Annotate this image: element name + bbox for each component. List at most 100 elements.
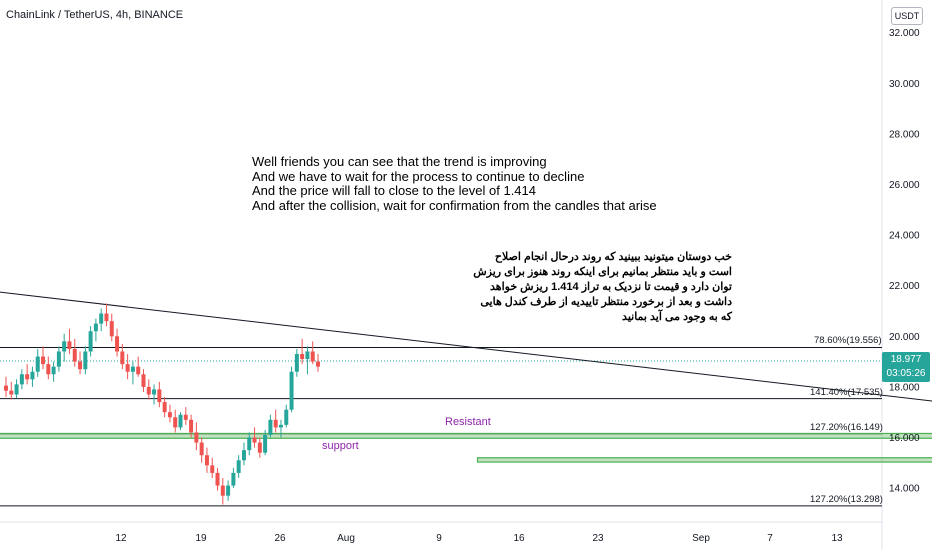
- candle-body: [99, 313, 104, 324]
- candles: [4, 303, 320, 505]
- candle: [236, 455, 241, 478]
- candle-body: [189, 419, 194, 433]
- candle: [62, 333, 67, 362]
- persian-annotation[interactable]: خب دوستان میتونید ببینید که روند درحال ا…: [473, 251, 732, 323]
- candle-body: [236, 460, 241, 473]
- candle-body: [162, 402, 167, 413]
- candle: [72, 338, 77, 367]
- time-tick-label: 7: [767, 533, 773, 544]
- candle: [199, 437, 204, 463]
- candle-body: [247, 437, 252, 451]
- candle-body: [183, 414, 188, 420]
- candle: [194, 422, 199, 451]
- candle-body: [62, 341, 67, 352]
- candle: [99, 308, 104, 332]
- candle-body: [289, 371, 294, 410]
- candle-body: [109, 321, 114, 337]
- support-zone: [476, 457, 932, 463]
- trendline[interactable]: [0, 286, 932, 435]
- candle: [316, 354, 320, 372]
- candle-body: [226, 485, 231, 496]
- candle: [136, 356, 141, 377]
- candle: [210, 457, 215, 478]
- candle-body: [19, 374, 24, 385]
- price-tick-label: 14.000: [889, 484, 920, 495]
- currency-badge[interactable]: USDT: [891, 7, 923, 25]
- candle: [51, 361, 56, 382]
- candle: [41, 346, 46, 370]
- candle: [152, 384, 157, 405]
- english-annotation[interactable]: Well friends you can see that the trend …: [252, 154, 657, 213]
- candle: [178, 412, 183, 430]
- time-tick-label: 13: [831, 533, 843, 544]
- support-label[interactable]: support: [322, 440, 359, 452]
- price-tick-label: 16.000: [889, 433, 920, 444]
- candle-body: [167, 412, 172, 418]
- candle: [115, 328, 120, 357]
- candle-body: [294, 354, 299, 372]
- candle: [204, 447, 209, 473]
- candle-body: [220, 485, 225, 496]
- candle-body: [263, 434, 268, 453]
- candle-body: [78, 361, 83, 370]
- time-tick-label: 9: [436, 533, 442, 544]
- candle: [167, 404, 172, 423]
- candle-body: [30, 371, 35, 380]
- resistant-label[interactable]: Resistant: [445, 416, 491, 428]
- candle-body: [310, 351, 315, 362]
- time-tick-label: 19: [195, 533, 207, 544]
- candle-body: [125, 364, 130, 372]
- candle: [19, 369, 24, 390]
- candle: [141, 369, 146, 392]
- candle: [183, 407, 188, 425]
- candle: [241, 442, 246, 466]
- candle: [67, 328, 72, 355]
- candle-body: [115, 336, 120, 352]
- fib-label: 78.60%(19.556): [814, 335, 882, 346]
- time-axis[interactable]: 12 19 26 Aug 9 16 23 Sep 7 13: [115, 533, 843, 544]
- price-tick-label: 32.000: [889, 28, 920, 39]
- resistant-zone: [0, 432, 932, 439]
- candle-body: [257, 442, 262, 453]
- candle: [146, 379, 151, 400]
- last-price-value: 18.977: [890, 354, 922, 365]
- candle: [268, 414, 273, 438]
- candle: [109, 313, 114, 342]
- fib-label: 127.20%(16.149): [810, 422, 883, 433]
- candle: [215, 467, 220, 491]
- candle-body: [46, 364, 51, 375]
- candle: [25, 364, 30, 385]
- candle: [310, 341, 315, 365]
- candle: [46, 356, 51, 380]
- candle-body: [204, 455, 209, 466]
- candle: [157, 381, 162, 408]
- time-tick-label: 23: [592, 533, 604, 544]
- price-tick-label: 20.000: [889, 332, 920, 343]
- candle-body: [51, 366, 56, 375]
- candle-body: [41, 356, 46, 365]
- time-tick-label: 16: [513, 533, 525, 544]
- candle: [30, 366, 35, 387]
- candle: [4, 376, 8, 398]
- time-tick-label: 26: [274, 533, 286, 544]
- candle: [56, 346, 61, 372]
- candle-body: [231, 472, 236, 486]
- price-axis[interactable]: 32.000 30.000 28.000 26.000 24.000 22.000 20.0…: [889, 28, 920, 494]
- candle: [14, 379, 19, 399]
- candle-body: [141, 374, 146, 387]
- time-tick-label: 12: [115, 533, 127, 544]
- candle-body: [136, 366, 141, 375]
- price-tick-label: 18.000: [889, 382, 920, 393]
- candle-body: [152, 389, 157, 395]
- candle-body: [157, 389, 162, 403]
- candle-body: [215, 472, 220, 486]
- candle: [220, 477, 225, 505]
- candle-body: [67, 341, 72, 349]
- candle-body: [104, 313, 109, 322]
- candle-body: [9, 390, 14, 395]
- candle-body: [210, 465, 215, 473]
- candle-body: [14, 384, 19, 395]
- candle-body: [173, 417, 178, 428]
